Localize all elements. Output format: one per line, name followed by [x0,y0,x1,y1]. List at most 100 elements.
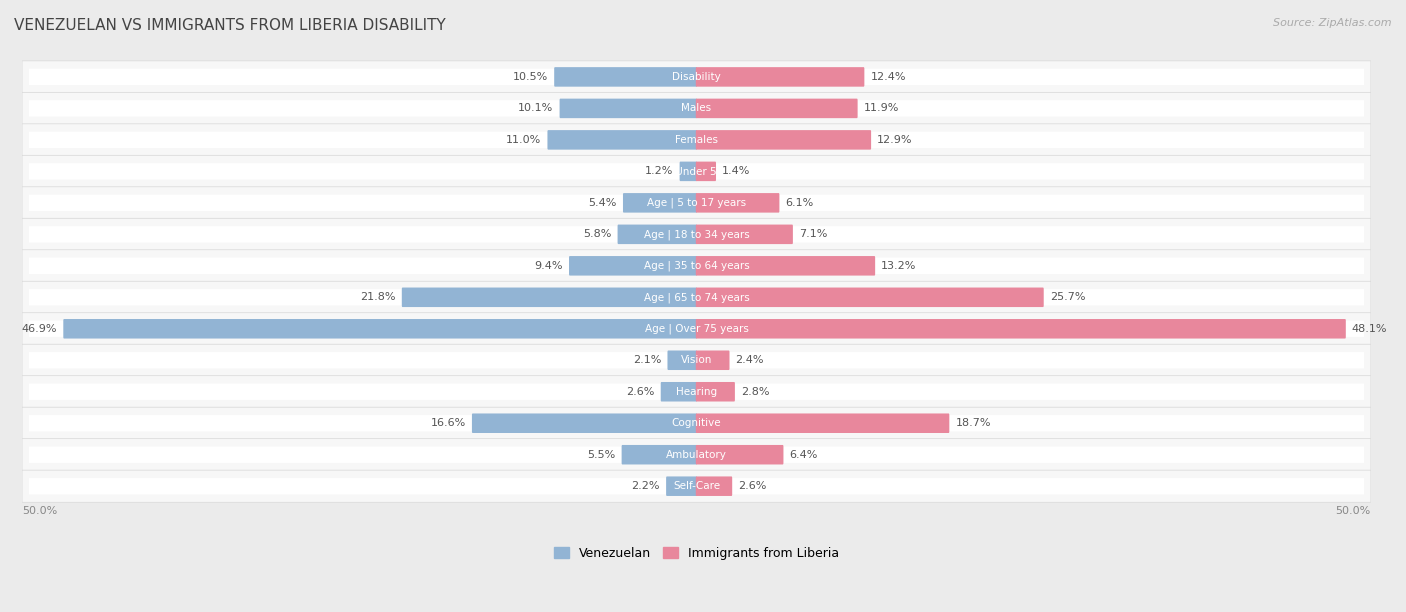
Text: 25.7%: 25.7% [1050,293,1085,302]
FancyBboxPatch shape [696,351,730,370]
FancyBboxPatch shape [22,187,1371,219]
Text: VENEZUELAN VS IMMIGRANTS FROM LIBERIA DISABILITY: VENEZUELAN VS IMMIGRANTS FROM LIBERIA DI… [14,18,446,34]
Text: Males: Males [682,103,711,113]
Text: Hearing: Hearing [676,387,717,397]
Text: 6.1%: 6.1% [786,198,814,208]
FancyBboxPatch shape [696,193,779,212]
Text: 11.0%: 11.0% [506,135,541,145]
Text: Females: Females [675,135,718,145]
Text: 5.4%: 5.4% [589,198,617,208]
FancyBboxPatch shape [30,415,1364,431]
FancyBboxPatch shape [472,414,697,433]
Text: 6.4%: 6.4% [790,450,818,460]
Text: 2.1%: 2.1% [633,355,661,365]
FancyBboxPatch shape [22,218,1371,250]
FancyBboxPatch shape [22,439,1371,471]
FancyBboxPatch shape [22,124,1371,156]
FancyBboxPatch shape [30,100,1364,116]
Text: 50.0%: 50.0% [22,506,58,517]
Text: 2.2%: 2.2% [631,481,659,491]
FancyBboxPatch shape [679,162,697,181]
FancyBboxPatch shape [696,256,875,275]
Text: Age | 35 to 64 years: Age | 35 to 64 years [644,261,749,271]
FancyBboxPatch shape [30,226,1364,242]
Text: Self-Care: Self-Care [673,481,720,491]
Text: 5.8%: 5.8% [583,230,612,239]
Text: 9.4%: 9.4% [534,261,562,271]
Text: 12.9%: 12.9% [877,135,912,145]
FancyBboxPatch shape [22,250,1371,282]
FancyBboxPatch shape [30,447,1364,463]
Text: 5.5%: 5.5% [588,450,616,460]
FancyBboxPatch shape [668,351,697,370]
FancyBboxPatch shape [696,382,735,401]
FancyBboxPatch shape [696,130,872,150]
Text: 18.7%: 18.7% [956,418,991,428]
Text: 21.8%: 21.8% [360,293,395,302]
FancyBboxPatch shape [30,352,1364,368]
Text: 2.4%: 2.4% [735,355,763,365]
FancyBboxPatch shape [569,256,697,275]
FancyBboxPatch shape [696,476,733,496]
Text: 48.1%: 48.1% [1353,324,1388,334]
FancyBboxPatch shape [666,476,697,496]
Text: 2.6%: 2.6% [738,481,766,491]
Text: 1.4%: 1.4% [723,166,751,176]
Legend: Venezuelan, Immigrants from Liberia: Venezuelan, Immigrants from Liberia [548,542,845,565]
Text: Disability: Disability [672,72,721,82]
FancyBboxPatch shape [22,92,1371,124]
FancyBboxPatch shape [30,478,1364,494]
FancyBboxPatch shape [22,313,1371,345]
FancyBboxPatch shape [547,130,697,150]
FancyBboxPatch shape [30,195,1364,211]
FancyBboxPatch shape [696,414,949,433]
FancyBboxPatch shape [30,69,1364,85]
FancyBboxPatch shape [402,288,697,307]
FancyBboxPatch shape [22,470,1371,502]
FancyBboxPatch shape [30,321,1364,337]
FancyBboxPatch shape [696,162,716,181]
FancyBboxPatch shape [30,384,1364,400]
FancyBboxPatch shape [22,61,1371,93]
FancyBboxPatch shape [22,376,1371,408]
Text: 12.4%: 12.4% [870,72,905,82]
Text: Cognitive: Cognitive [672,418,721,428]
Text: Age | 18 to 34 years: Age | 18 to 34 years [644,229,749,239]
Text: Age | Over 75 years: Age | Over 75 years [644,324,748,334]
FancyBboxPatch shape [22,155,1371,187]
FancyBboxPatch shape [696,67,865,87]
Text: Age | 5 to 17 years: Age | 5 to 17 years [647,198,747,208]
FancyBboxPatch shape [554,67,697,87]
Text: 11.9%: 11.9% [863,103,898,113]
Text: Ambulatory: Ambulatory [666,450,727,460]
FancyBboxPatch shape [696,225,793,244]
FancyBboxPatch shape [22,344,1371,376]
FancyBboxPatch shape [661,382,697,401]
FancyBboxPatch shape [30,289,1364,305]
FancyBboxPatch shape [617,225,697,244]
FancyBboxPatch shape [22,282,1371,313]
Text: Vision: Vision [681,355,713,365]
Text: 13.2%: 13.2% [882,261,917,271]
FancyBboxPatch shape [696,445,783,465]
FancyBboxPatch shape [63,319,697,338]
Text: 1.2%: 1.2% [645,166,673,176]
Text: 46.9%: 46.9% [21,324,58,334]
Text: 10.5%: 10.5% [513,72,548,82]
FancyBboxPatch shape [621,445,697,465]
FancyBboxPatch shape [696,99,858,118]
FancyBboxPatch shape [22,407,1371,439]
FancyBboxPatch shape [696,288,1043,307]
Text: 2.6%: 2.6% [626,387,655,397]
Text: 7.1%: 7.1% [799,230,827,239]
Text: 50.0%: 50.0% [1336,506,1371,517]
Text: Source: ZipAtlas.com: Source: ZipAtlas.com [1274,18,1392,28]
FancyBboxPatch shape [696,319,1346,338]
FancyBboxPatch shape [30,258,1364,274]
FancyBboxPatch shape [30,163,1364,179]
FancyBboxPatch shape [30,132,1364,148]
FancyBboxPatch shape [560,99,697,118]
Text: Age | 65 to 74 years: Age | 65 to 74 years [644,292,749,302]
Text: 10.1%: 10.1% [519,103,554,113]
FancyBboxPatch shape [623,193,697,212]
